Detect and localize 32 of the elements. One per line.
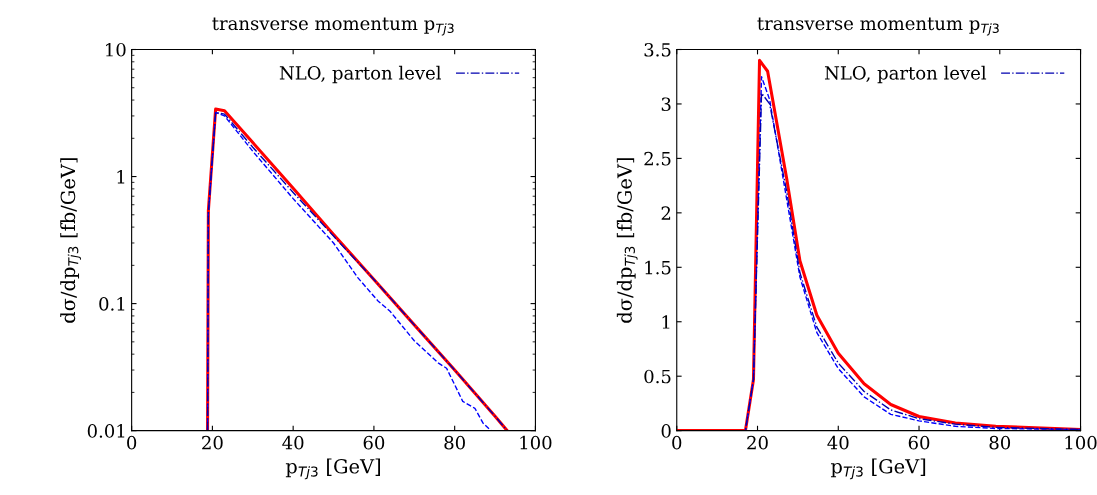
chart-title: transverse momentum p$_{Tj3}$ bbox=[757, 17, 999, 36]
x-axis-title: p$_{Tj3}$ [GeV] bbox=[830, 458, 926, 480]
y-tick-label: 0 bbox=[661, 424, 671, 438]
x-tick-label: 40 bbox=[827, 435, 849, 450]
x-tick-label: 60 bbox=[908, 435, 930, 450]
x-tick-label: 80 bbox=[444, 435, 465, 450]
x-tick-label: 0 bbox=[127, 435, 137, 450]
legend-label: NLO, parton level bbox=[824, 65, 987, 84]
y-tick-label: 10 bbox=[106, 42, 126, 57]
x-tick-label: 40 bbox=[282, 435, 304, 450]
y-tick-label: 0.01 bbox=[87, 424, 125, 438]
x-tick-label: 100 bbox=[520, 435, 552, 450]
y-tick-label: 1 bbox=[117, 170, 125, 184]
x-axis-title: p$_{Tj3}$ [GeV] bbox=[285, 458, 380, 480]
x-tick-label: 100 bbox=[1065, 435, 1097, 450]
y-tick-label: 2 bbox=[661, 206, 671, 220]
y-axis-title: dσ/dp$_{Tj3}$ [fb/GeV] bbox=[616, 158, 638, 323]
legend-label: NLO, parton level bbox=[279, 65, 441, 84]
y-tick-label: 3.5 bbox=[644, 42, 671, 57]
chart-title: transverse momentum p$_{Tj3}$ bbox=[212, 17, 454, 36]
y-tick-label: 1.5 bbox=[645, 260, 671, 275]
x-tick-label: 20 bbox=[747, 435, 768, 450]
y-axis-title: dσ/dp$_{Tj3}$ [fb/GeV] bbox=[60, 158, 82, 323]
x-tick-label: 60 bbox=[363, 435, 385, 450]
x-tick-label: 80 bbox=[989, 435, 1011, 450]
y-tick-label: 0.1 bbox=[99, 297, 125, 311]
y-tick-label: 1 bbox=[662, 315, 670, 329]
x-tick-label: 0 bbox=[672, 435, 682, 450]
y-tick-label: 3 bbox=[661, 97, 671, 112]
y-tick-label: 2.5 bbox=[644, 151, 671, 166]
x-tick-label: 20 bbox=[202, 435, 223, 450]
y-tick-label: 0.5 bbox=[644, 369, 671, 384]
